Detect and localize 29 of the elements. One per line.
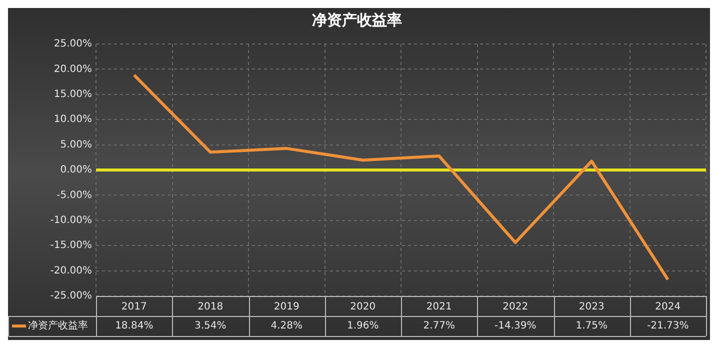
data-label: 2.77% [423, 320, 456, 332]
x-tick-label: 2020 [350, 302, 376, 313]
y-tick-label: 25.00% [54, 38, 92, 50]
x-tick-label: 2023 [578, 302, 604, 313]
data-label: 18.84% [115, 320, 154, 332]
x-tick-label: 2024 [655, 302, 681, 313]
y-tick-label: -10.00% [50, 214, 92, 226]
y-tick-label: -15.00% [50, 240, 92, 252]
y-tick-label: -5.00% [56, 190, 92, 201]
x-tick-label: 2022 [502, 302, 528, 313]
x-tick-label: 2017 [121, 302, 147, 313]
legend-label: 净资产收益率 [28, 320, 88, 332]
x-tick-label: 2021 [426, 302, 452, 313]
chart-title: 净资产收益率 [312, 10, 402, 29]
data-label: -21.73% [647, 320, 689, 332]
data-label: 1.96% [346, 320, 379, 332]
y-tick-label: 10.00% [54, 114, 92, 126]
y-tick-label: 15.00% [54, 88, 92, 100]
x-tick-label: 2018 [198, 302, 224, 313]
data-label: 4.28% [270, 320, 303, 332]
y-tick-label: -20.00% [50, 265, 92, 276]
x-tick-label: 2019 [274, 302, 300, 313]
y-tick-label: 5.00% [60, 139, 92, 150]
y-tick-label: 0.00% [60, 164, 92, 176]
data-label: 3.54% [194, 320, 226, 332]
data-label: -14.39% [494, 320, 536, 332]
data-label: 1.75% [576, 320, 608, 332]
y-tick-label: -25.00% [50, 290, 92, 302]
y-tick-label: 20.00% [54, 64, 92, 75]
